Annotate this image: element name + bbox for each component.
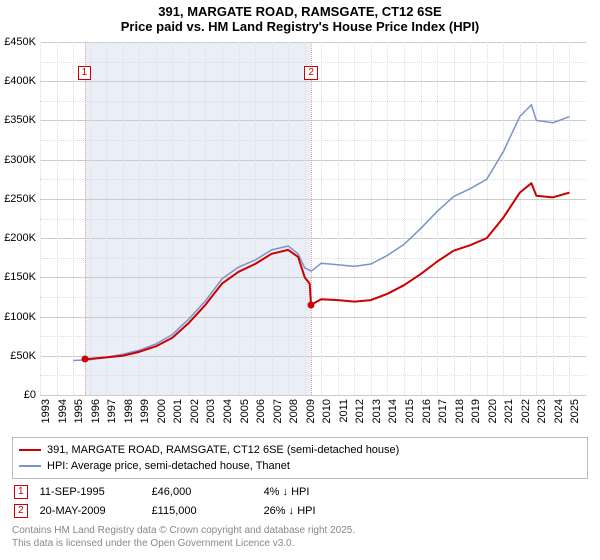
y-axis-label: £200K	[0, 232, 36, 244]
y-axis-label: £450K	[0, 36, 36, 48]
line-chart-svg	[40, 42, 586, 395]
y-axis-label: £150K	[0, 271, 36, 283]
x-axis-label: 2021	[503, 399, 515, 439]
x-axis-label: 2015	[404, 399, 416, 439]
sale-price: £46,000	[152, 486, 252, 498]
y-axis-label: £100K	[0, 311, 36, 323]
x-axis-label: 1996	[90, 399, 102, 439]
legend: 391, MARGATE ROAD, RAMSGATE, CT12 6SE (s…	[12, 437, 588, 479]
sale-price: £115,000	[152, 505, 252, 517]
sale-row-1: 1 11-SEP-1995 £46,000 4% ↓ HPI	[14, 485, 586, 499]
sale-row-marker: 2	[14, 504, 28, 518]
x-axis-label: 2010	[321, 399, 333, 439]
chart-area: £0 £50K £100K £150K £200K £250K £300K £350K £400…	[0, 37, 600, 437]
x-axis-label: 2023	[536, 399, 548, 439]
credits: Contains HM Land Registry data © Crown c…	[12, 524, 588, 550]
y-axis-label: £250K	[0, 193, 36, 205]
x-axis-label: 2000	[156, 399, 168, 439]
sale-row-2: 2 20-MAY-2009 £115,000 26% ↓ HPI	[14, 504, 586, 518]
sale-row-marker: 1	[14, 485, 28, 499]
sale-dot	[81, 355, 88, 362]
sale-diff: 4% ↓ HPI	[264, 486, 586, 498]
x-axis-label: 2017	[437, 399, 449, 439]
x-axis-label: 2013	[371, 399, 383, 439]
x-axis-label: 2011	[338, 399, 350, 439]
x-axis-label: 2022	[520, 399, 532, 439]
sales-list: 1 11-SEP-1995 £46,000 4% ↓ HPI 2 20-MAY-2009 £…	[12, 485, 588, 518]
x-axis-label: 2019	[470, 399, 482, 439]
title-block: 391, MARGATE ROAD, RAMSGATE, CT12 6SE Pr…	[0, 0, 600, 37]
credits-line-2: This data is licensed under the Open Gov…	[12, 537, 588, 550]
sale-diff: 26% ↓ HPI	[264, 505, 586, 517]
legend-row-paid: 391, MARGATE ROAD, RAMSGATE, CT12 6SE (s…	[19, 442, 581, 458]
y-axis-label: £0	[0, 389, 36, 401]
x-axis-label: 1998	[123, 399, 135, 439]
y-axis-label: £400K	[0, 75, 36, 87]
x-axis-label: 1993	[40, 399, 52, 439]
x-axis-label: 2016	[421, 399, 433, 439]
y-axis-label: £350K	[0, 114, 36, 126]
x-axis-label: 2006	[255, 399, 267, 439]
x-axis-label: 2008	[288, 399, 300, 439]
sale-dot	[308, 301, 315, 308]
sale-date: 20-MAY-2009	[40, 505, 140, 517]
x-axis-label: 2003	[205, 399, 217, 439]
x-axis-label: 2007	[272, 399, 284, 439]
series-paid	[85, 183, 570, 359]
legend-and-sales: 391, MARGATE ROAD, RAMSGATE, CT12 6SE (s…	[12, 437, 588, 518]
legend-label: HPI: Average price, semi-detached house,…	[47, 458, 290, 474]
legend-swatch	[19, 449, 41, 451]
y-axis-label: £50K	[0, 350, 36, 362]
series-hpi	[73, 105, 569, 361]
x-axis-label: 1995	[73, 399, 85, 439]
x-axis-label: 2014	[387, 399, 399, 439]
chart-container: 391, MARGATE ROAD, RAMSGATE, CT12 6SE Pr…	[0, 0, 600, 550]
x-axis-label: 1997	[106, 399, 118, 439]
x-axis-label: 1994	[57, 399, 69, 439]
legend-label: 391, MARGATE ROAD, RAMSGATE, CT12 6SE (s…	[47, 442, 399, 458]
x-axis-label: 2020	[487, 399, 499, 439]
credits-line-1: Contains HM Land Registry data © Crown c…	[12, 524, 588, 537]
legend-row-hpi: HPI: Average price, semi-detached house,…	[19, 458, 581, 474]
title-line-1: 391, MARGATE ROAD, RAMSGATE, CT12 6SE	[0, 4, 600, 19]
sale-date: 11-SEP-1995	[40, 486, 140, 498]
x-axis-label: 2002	[189, 399, 201, 439]
x-axis-label: 2005	[239, 399, 251, 439]
x-axis-label: 2024	[553, 399, 565, 439]
x-axis-label: 2018	[454, 399, 466, 439]
x-axis-label: 2009	[305, 399, 317, 439]
x-axis-label: 2012	[354, 399, 366, 439]
title-line-2: Price paid vs. HM Land Registry's House …	[0, 19, 600, 37]
x-axis-label: 2004	[222, 399, 234, 439]
legend-swatch	[19, 465, 41, 467]
x-axis-label: 2001	[172, 399, 184, 439]
x-axis-label: 2025	[569, 399, 581, 439]
x-axis-label: 1999	[139, 399, 151, 439]
y-axis-label: £300K	[0, 154, 36, 166]
